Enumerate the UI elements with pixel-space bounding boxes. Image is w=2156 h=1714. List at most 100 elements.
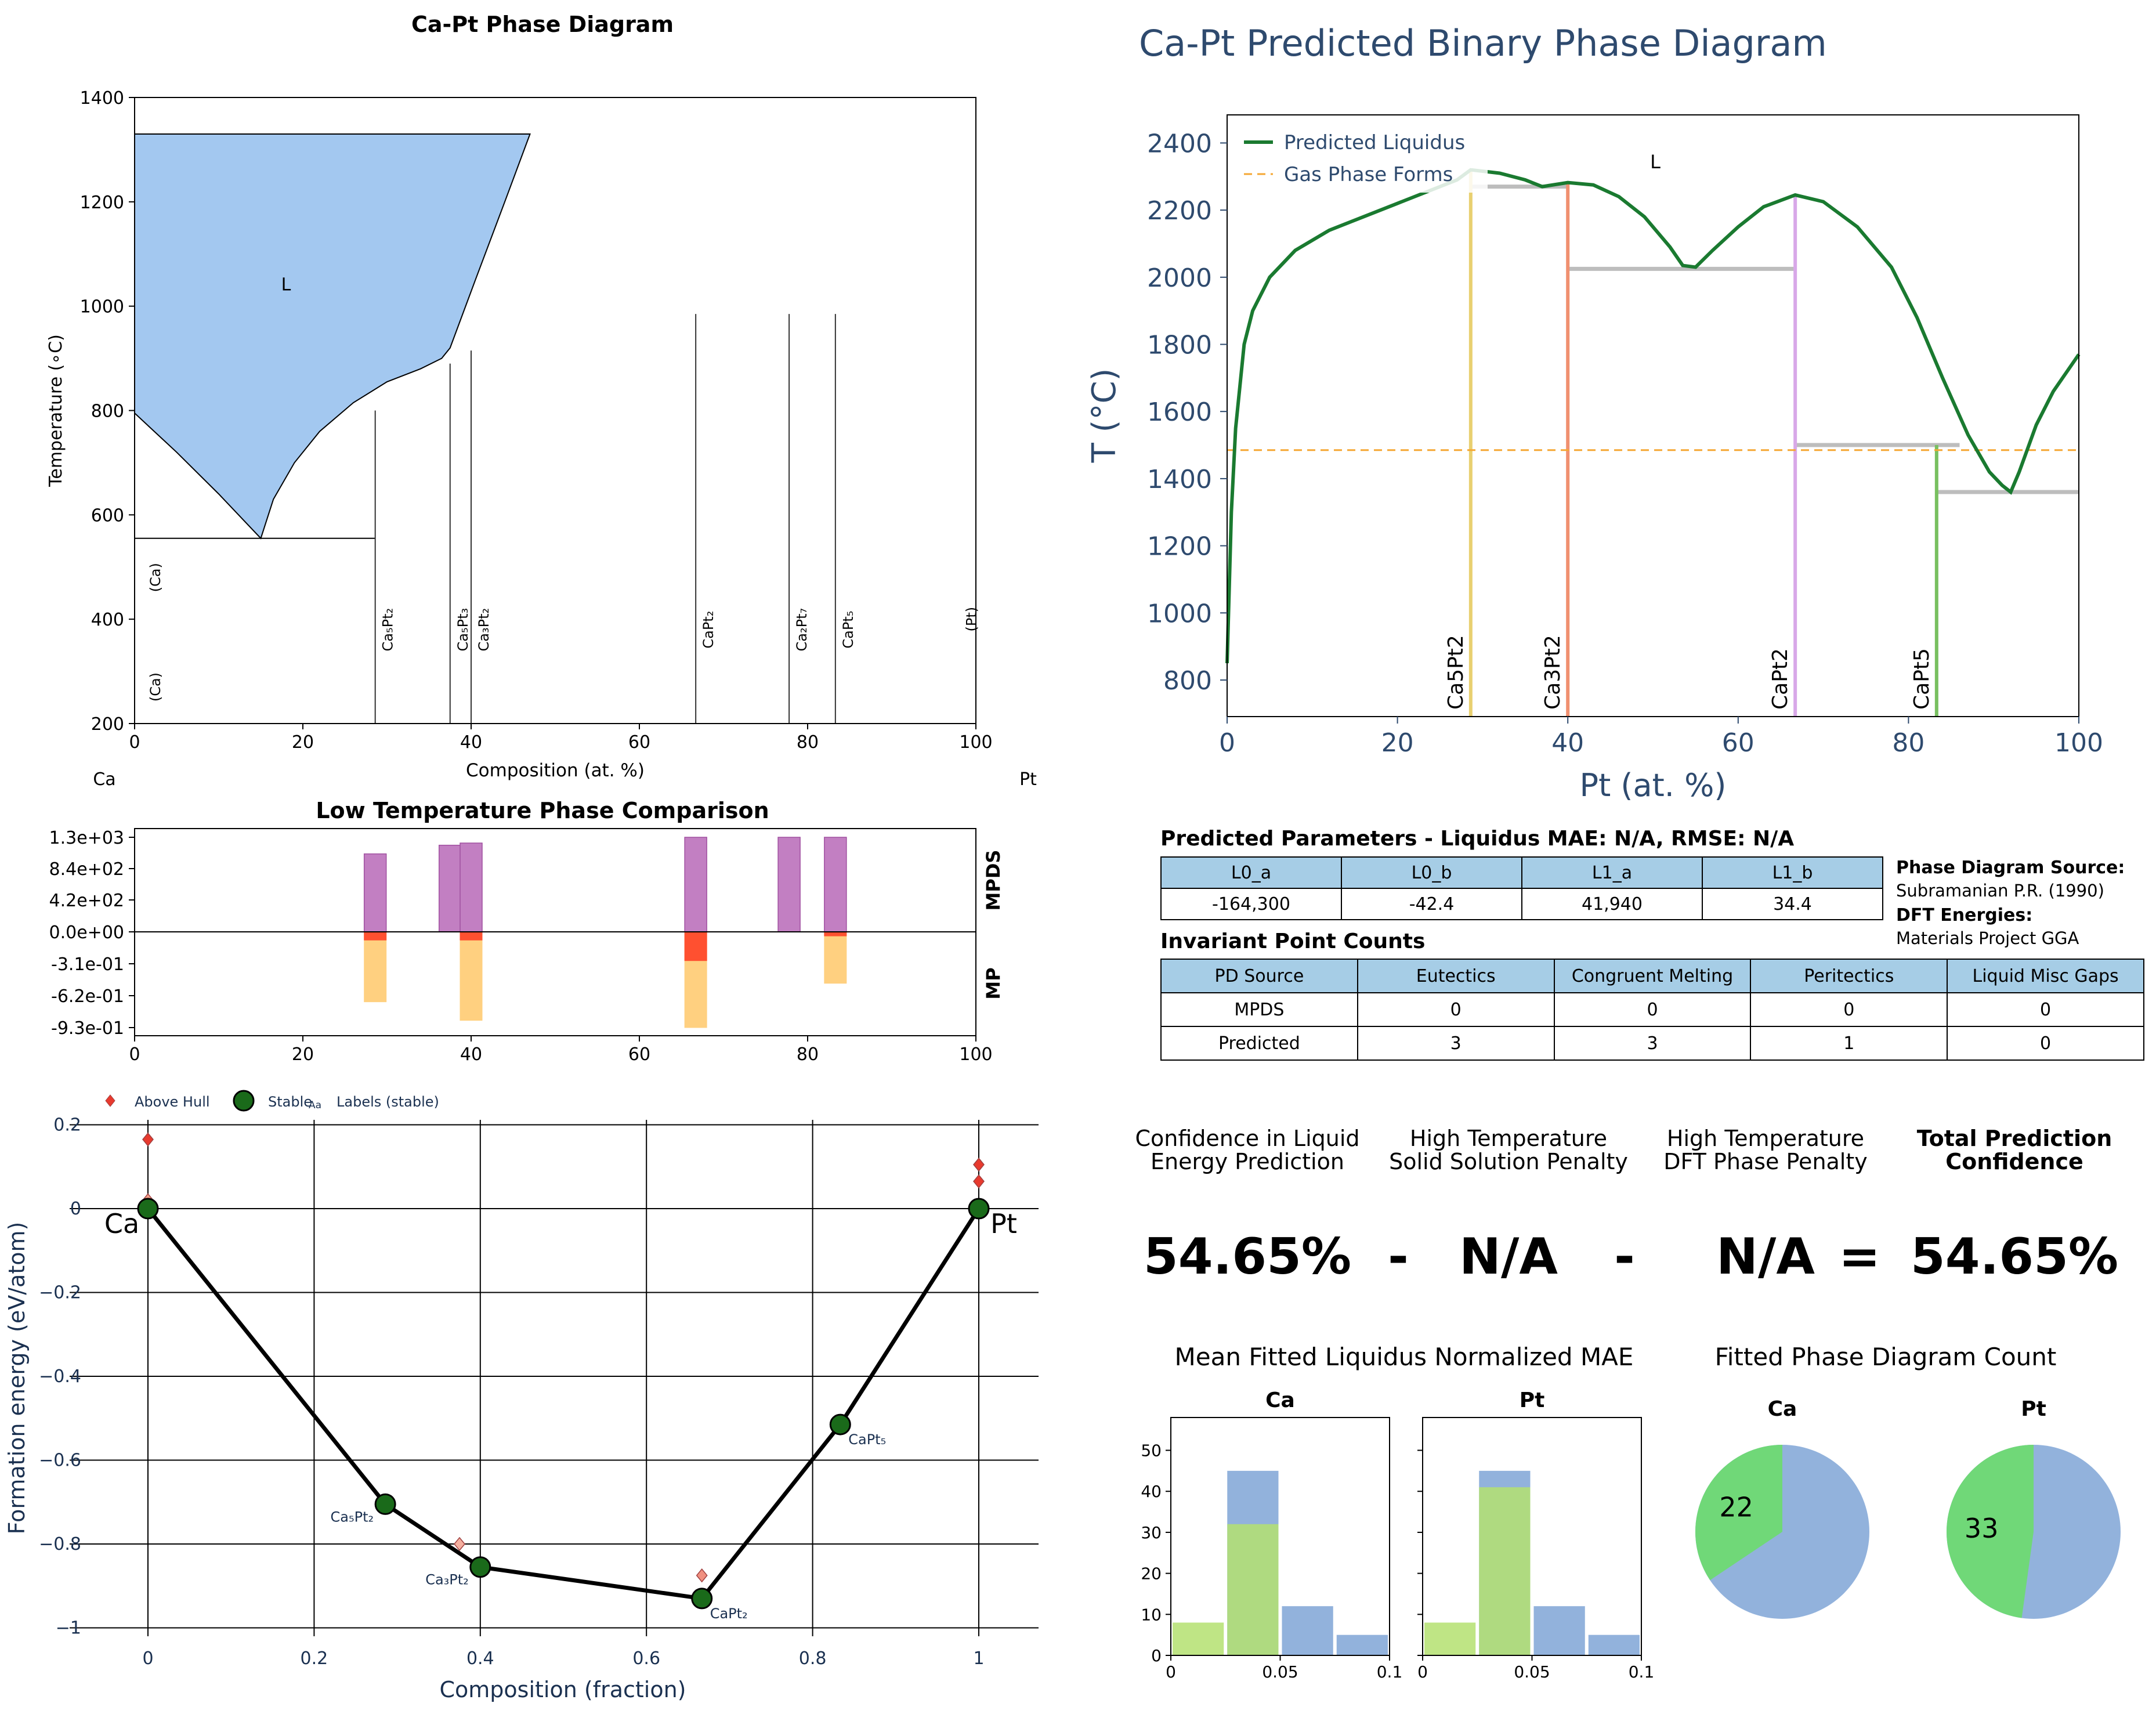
mae-title: Mean Fitted Liquidus Normalized MAE (1175, 1343, 1634, 1371)
y-tick-label: 800 (1163, 666, 1212, 696)
liquid-label: L (281, 275, 291, 295)
mae-bar-blue (1336, 1635, 1388, 1655)
confidence-value: N/A (1716, 1228, 1815, 1286)
invariant-cell: 1 (1750, 1026, 1948, 1061)
x-tick-label: 0.05 (1262, 1662, 1298, 1682)
x-tick-label: 60 (1722, 728, 1755, 758)
mp-bar-overlap (684, 931, 707, 961)
liquid-region (134, 133, 531, 540)
confidence-label: High Temperature (1667, 1126, 1864, 1151)
invariant-cell: 3 (1553, 1026, 1752, 1061)
x-tick-label: 0 (129, 1044, 140, 1065)
right-element-label: Pt (1019, 769, 1037, 790)
mp-bar-overlap (364, 931, 387, 941)
invariant-header: Eutectics (1356, 959, 1555, 993)
invariant-cell: 0 (1553, 992, 1752, 1027)
stable-point-label: CaPt₂ (710, 1605, 748, 1622)
phase-diagram-count-pies: Fitted Phase Diagram Count Ca 22 Pt 33 (1695, 1343, 2121, 1619)
y-tick-label: 400 (91, 610, 124, 630)
mae-bar-green (1424, 1622, 1476, 1655)
y-tick-label: 2400 (1147, 129, 1212, 158)
y-tick-label: 0 (70, 1199, 81, 1219)
pie-slice-fitted (1947, 1445, 2034, 1618)
mae-bar-green (1227, 1524, 1279, 1655)
y-tick-label: 50 (1141, 1441, 1162, 1460)
terminal-phase-label: (Ca) (147, 672, 164, 701)
y-tick-label: −0.8 (39, 1534, 81, 1554)
pred-title: Ca-Pt Predicted Binary Phase Diagram (1139, 22, 1827, 64)
params-value: -42.4 (1341, 888, 1522, 920)
x-tick-label: 80 (797, 732, 819, 753)
source-value: Subramanian P.R. (1990) (1896, 881, 2104, 901)
x-tick-label: 0.8 (799, 1648, 827, 1669)
above-hull-point (142, 1132, 154, 1147)
phase-label: CaPt₅ (840, 611, 856, 649)
pie-title: Ca (1768, 1397, 1797, 1421)
x-tick-label: 100 (2054, 728, 2103, 758)
y-tick-label: 30 (1141, 1523, 1162, 1542)
x-tick-label: 0.1 (1377, 1662, 1403, 1682)
params-header: L1_b (1702, 856, 1883, 889)
mpds-bar (363, 853, 387, 932)
stable-point (829, 1413, 851, 1435)
y-tick-label: −0.6 (39, 1451, 81, 1471)
pred-frame (1227, 114, 2079, 717)
y-tick-label: 0 (1151, 1646, 1162, 1665)
y-tick-label: 1200 (1147, 532, 1212, 562)
mae-frame (1170, 1417, 1390, 1656)
params-value: 34.4 (1702, 888, 1883, 920)
x-tick-label: 40 (460, 732, 482, 753)
mpds-bar (460, 842, 483, 932)
params-title: Predicted Parameters - Liquidus MAE: N/A… (1160, 827, 1795, 851)
mpds-side-label: MPDS (982, 850, 1004, 911)
mae-histograms: Mean Fitted Liquidus Normalized MAE Ca 0 0.… (1141, 1343, 1654, 1682)
confidence-value: 54.65% (1144, 1228, 1351, 1286)
x-tick-label: 0 (1219, 728, 1235, 758)
confidence-value: N/A (1459, 1228, 1558, 1286)
y-tick-label: 1000 (80, 297, 124, 317)
ca-pt-phase-diagram: Ca-Pt Phase Diagram L Ca₅Pt₂ Ca₅Pt₃ Ca₃Pt₂ Ca… (46, 12, 1037, 790)
legend-bg (1232, 124, 1488, 193)
legend-liquidus-label: Predicted Liquidus (1284, 131, 1465, 154)
invariant-cell: 3 (1356, 1026, 1555, 1061)
y-tick-label: -3.1e-01 (51, 954, 124, 975)
params-header: L0_a (1160, 856, 1342, 889)
invariant-header: Peritectics (1750, 959, 1948, 993)
mae-bar-green (1173, 1622, 1224, 1655)
legend-gas-label: Gas Phase Forms (1284, 163, 1453, 186)
mae-panel-title: Pt (1520, 1388, 1545, 1412)
confidence-operator: - (1388, 1228, 1409, 1286)
pd-title: Ca-Pt Phase Diagram (411, 12, 674, 37)
y-tick-label: 1200 (80, 193, 124, 213)
stable-point (968, 1198, 990, 1220)
x-tick-label: 40 (1551, 728, 1584, 758)
y-tick-label: -6.2e-01 (51, 986, 124, 1007)
dft-value: Materials Project GGA (1896, 928, 2079, 948)
x-tick-label: 0.2 (301, 1648, 328, 1669)
phase-label: Ca₅Pt₂ (380, 608, 396, 652)
params-value: -164,300 (1160, 888, 1342, 920)
pred-ylabel: T (°C) (1086, 368, 1123, 464)
legend-stable-marker (233, 1090, 255, 1112)
legend-labels-label: Labels (stable) (337, 1094, 439, 1110)
pie-slice-label: 22 (1719, 1492, 1753, 1523)
phase-label: CaPt₂ (700, 611, 717, 649)
y-tick-label: 20 (1141, 1564, 1162, 1583)
pred-xlabel: Pt (at. %) (1580, 767, 1727, 804)
legend-labels-marker: Aa (309, 1100, 321, 1111)
mpds-bar (684, 837, 707, 932)
x-tick-label: 60 (628, 732, 650, 753)
params-header: L1_a (1521, 856, 1703, 889)
mp-side-label: MP (982, 967, 1004, 999)
invariant-cell: 0 (1947, 992, 2144, 1027)
phase-label: Ca₂Pt₇ (794, 608, 810, 652)
y-tick-label: −1 (56, 1618, 81, 1639)
confidence-operator: = (1839, 1228, 1880, 1286)
compound-label: CaPt2 (1768, 648, 1792, 710)
y-tick-label: 1400 (1147, 465, 1212, 494)
mpds-bar (777, 837, 801, 932)
confidence-label: Confidence in Liquid (1135, 1126, 1359, 1151)
predicted-binary-phase-diagram: Ca-Pt Predicted Binary Phase Diagram Ca5P… (1086, 22, 2103, 804)
x-tick-label: 1 (973, 1648, 984, 1669)
y-tick-label: 40 (1141, 1482, 1162, 1501)
